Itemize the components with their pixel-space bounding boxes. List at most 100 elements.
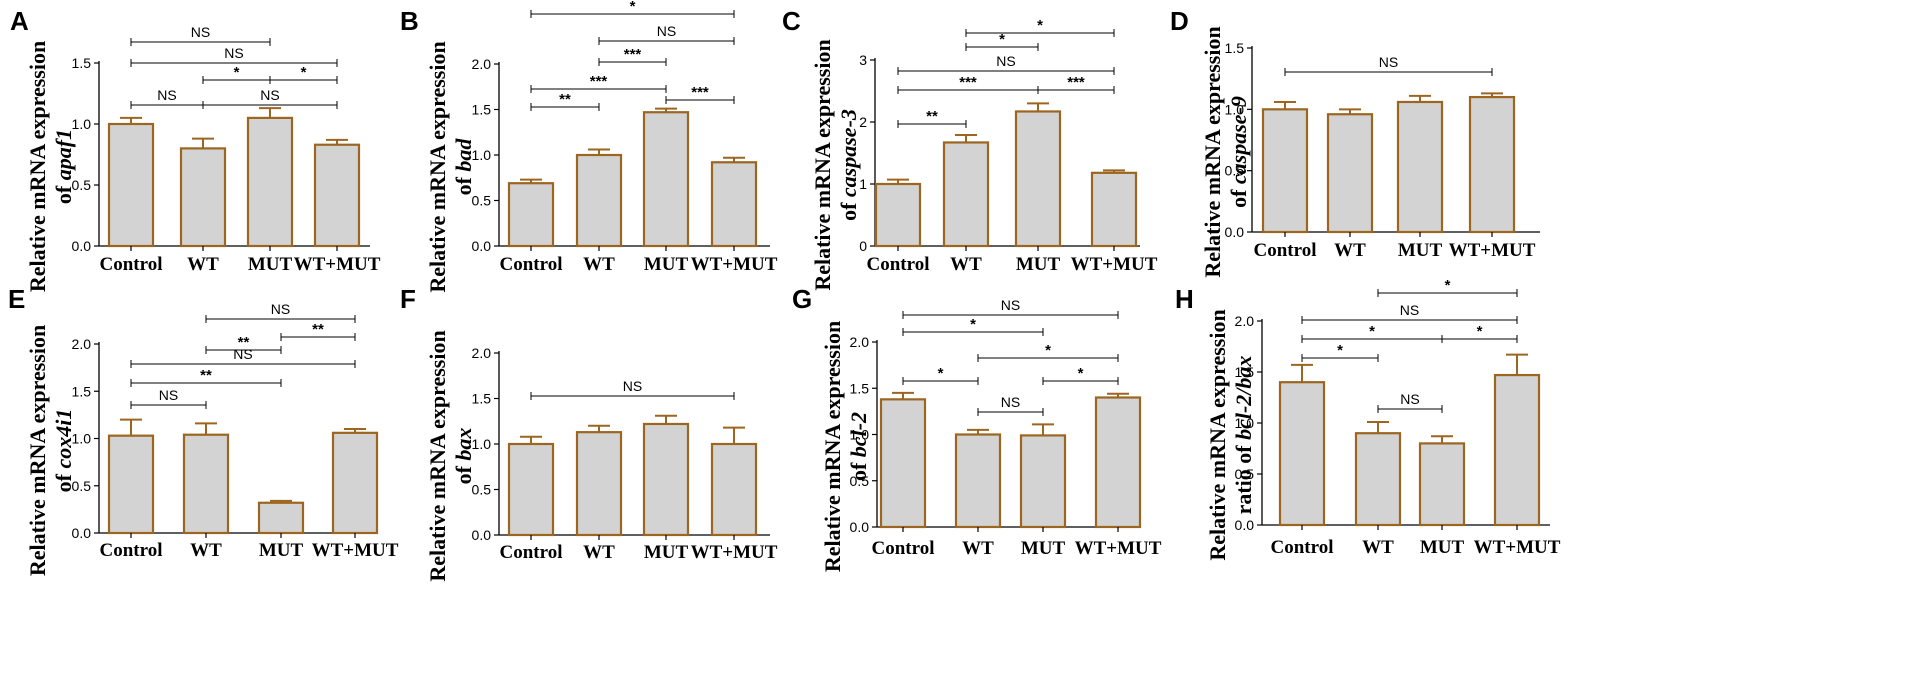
significance-label: *** xyxy=(590,73,608,90)
category-label-d-3: WT+MUT xyxy=(1449,240,1536,261)
significance-bracket-c-5: ** xyxy=(897,108,967,128)
significance-bracket-h-5: NS xyxy=(1377,391,1443,413)
significance-bracket-a-2: * xyxy=(202,64,271,84)
bar-g-1 xyxy=(954,433,1002,529)
significance-bracket-f-0: NS xyxy=(530,378,735,400)
y-axis-label-prefix: of xyxy=(1226,184,1251,208)
significance-label: NS xyxy=(191,24,210,40)
category-label-g-2: MUT xyxy=(1021,538,1066,559)
error-bar-a-1 xyxy=(192,137,214,149)
y-axis-label-gene: bcl-2 xyxy=(846,412,871,457)
y-tick-label: 1.0 xyxy=(472,436,492,452)
error-bar-b-3 xyxy=(723,156,745,163)
bar-b-2 xyxy=(642,111,690,248)
bar-e-1 xyxy=(182,433,230,535)
significance-label: NS xyxy=(260,87,279,103)
significance-label: * xyxy=(1477,323,1483,340)
significance-label: * xyxy=(234,64,240,81)
y-axis-label-gene: bcl-2/bax xyxy=(1231,356,1256,440)
y-tick-label: 0.5 xyxy=(72,177,92,193)
significance-label: * xyxy=(970,316,976,333)
error-bar-f-0 xyxy=(520,435,542,444)
y-tick-label: 0.5 xyxy=(850,473,870,489)
error-bar-h-1 xyxy=(1367,420,1389,434)
error-bar-g-0 xyxy=(892,391,914,400)
y-axis-label-line2: of caspase-3 xyxy=(836,109,861,221)
y-tick-label: 0.0 xyxy=(850,519,870,535)
y-axis-label-c: Relative mRNA expressionof caspase-3 xyxy=(810,39,861,290)
y-tick-label: 0.5 xyxy=(72,478,92,494)
y-tick-label: 1.0 xyxy=(1235,415,1255,431)
significance-bracket-a-3: * xyxy=(269,64,338,84)
bar-b-3 xyxy=(710,161,758,248)
significance-bracket-e-1: ** xyxy=(280,321,356,341)
category-label-c-1: WT xyxy=(950,254,982,275)
y-axis-label-line2: of bax xyxy=(451,428,476,485)
significance-label: *** xyxy=(1067,74,1085,91)
error-bar-e-0 xyxy=(120,418,142,436)
significance-label: * xyxy=(1078,365,1084,382)
significance-bracket-b-5: ** xyxy=(530,91,600,111)
category-label-h-0: Control xyxy=(1271,537,1334,558)
bar-b-1 xyxy=(575,153,623,248)
y-tick-label: 2.0 xyxy=(850,334,870,350)
significance-bracket-e-5: NS xyxy=(130,387,207,409)
significance-bracket-b-4: *** xyxy=(665,84,735,104)
error-bar-g-3 xyxy=(1107,392,1129,398)
category-label-a-1: WT xyxy=(187,254,219,275)
error-bar-d-1 xyxy=(1339,108,1361,115)
bar-c-1 xyxy=(942,141,990,248)
error-bar-b-1 xyxy=(588,148,610,155)
error-bar-d-3 xyxy=(1481,92,1503,98)
significance-label: * xyxy=(1045,342,1051,359)
y-tick-label: 1.5 xyxy=(850,380,870,396)
significance-label: *** xyxy=(959,74,977,91)
significance-bracket-e-4: ** xyxy=(130,367,282,387)
bar-e-0 xyxy=(107,434,155,535)
significance-label: NS xyxy=(1400,391,1419,407)
error-bar-a-0 xyxy=(120,116,142,124)
y-axis-label-gene: bax xyxy=(451,428,476,461)
y-axis-label-prefix: of xyxy=(451,461,476,485)
error-bar-b-2 xyxy=(655,107,677,113)
error-bar-c-0 xyxy=(887,178,909,184)
y-tick-label: 0.5 xyxy=(1235,466,1255,482)
significance-bracket-h-1: NS xyxy=(1301,302,1518,324)
bar-g-2 xyxy=(1019,434,1067,529)
category-label-g-0: Control xyxy=(872,538,935,559)
y-axis-label-gene: caspase-3 xyxy=(836,109,861,197)
significance-bracket-e-2: ** xyxy=(205,334,282,354)
significance-label: NS xyxy=(657,23,676,39)
bar-d-1 xyxy=(1326,113,1374,234)
y-tick-label: 2.0 xyxy=(1235,313,1255,329)
y-axis-label-line1: Relative mRNA expression xyxy=(425,330,450,581)
significance-label: NS xyxy=(1001,297,1020,313)
y-axis-label-line1: Relative mRNA expression xyxy=(25,41,50,292)
bar-a-2 xyxy=(246,116,294,248)
category-label-f-1: WT xyxy=(583,542,615,563)
category-label-d-0: Control xyxy=(1254,240,1317,261)
y-tick-label: 1.0 xyxy=(72,116,92,132)
y-axis-label-d: Relative mRNA expressionof caspase-9 xyxy=(1200,26,1251,277)
bar-h-0 xyxy=(1278,381,1326,527)
significance-bracket-g-1: * xyxy=(902,316,1044,336)
significance-bracket-g-5: NS xyxy=(977,394,1044,416)
significance-bracket-a-1: NS xyxy=(130,45,338,67)
bar-f-1 xyxy=(575,431,623,537)
error-bar-c-1 xyxy=(955,134,977,143)
significance-bracket-c-1: * xyxy=(965,31,1039,51)
significance-bracket-b-3: *** xyxy=(530,73,667,93)
error-bar-a-3 xyxy=(326,138,348,145)
error-bar-c-2 xyxy=(1027,102,1049,112)
y-axis-label-prefix: of xyxy=(846,457,871,481)
error-bar-e-2 xyxy=(270,499,292,503)
significance-label: ** xyxy=(200,367,212,384)
y-axis-label-b: Relative mRNA expressionof bad xyxy=(425,41,476,292)
category-label-a-0: Control xyxy=(100,254,163,275)
category-label-a-3: WT+MUT xyxy=(294,254,381,275)
significance-label: NS xyxy=(1400,302,1419,318)
panel-label-g: G xyxy=(792,284,812,314)
